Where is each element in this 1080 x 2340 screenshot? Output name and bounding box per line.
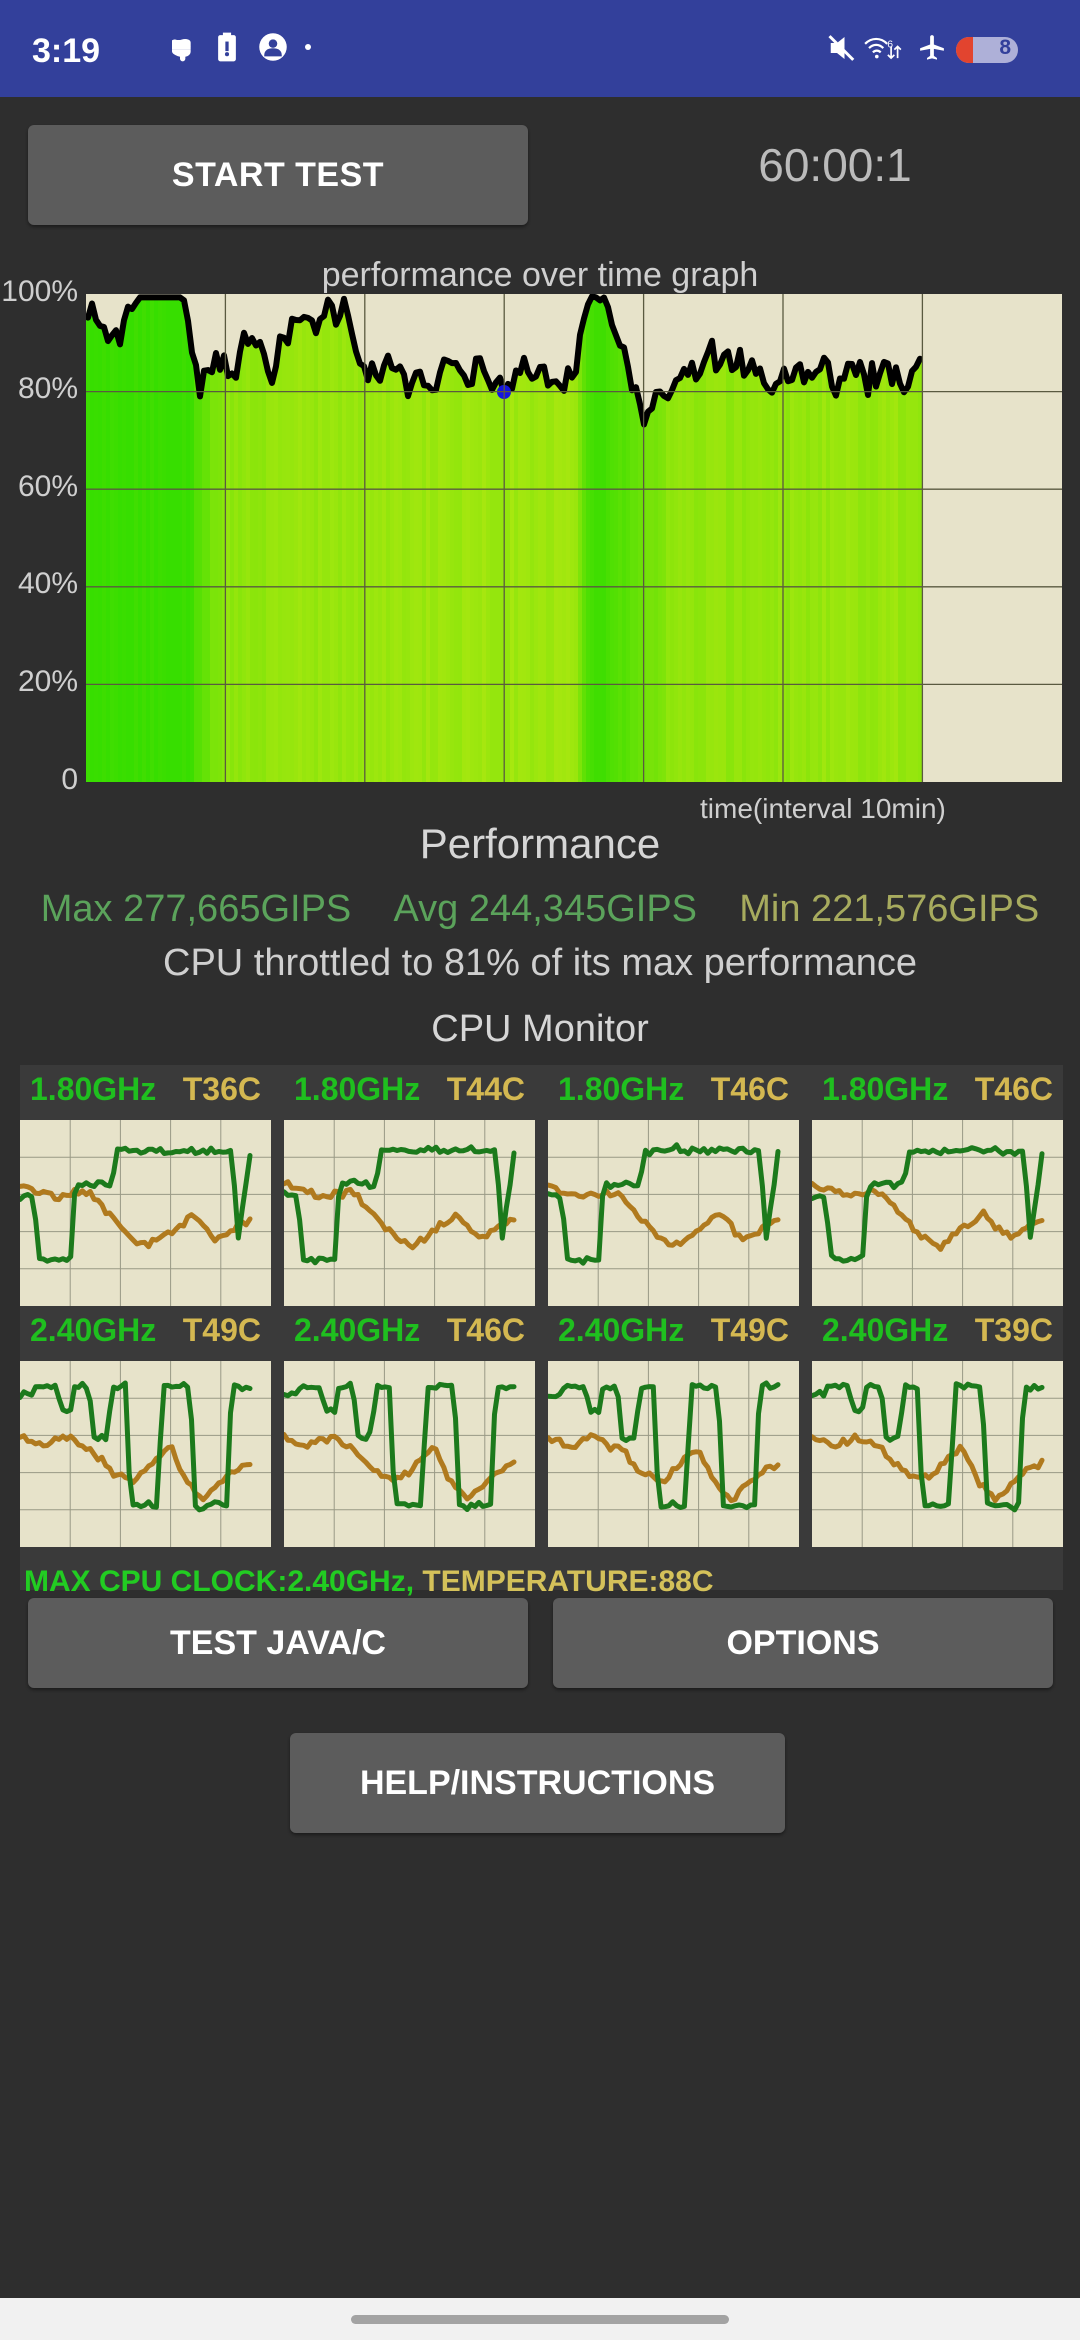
svg-text:6: 6 [887, 40, 893, 51]
